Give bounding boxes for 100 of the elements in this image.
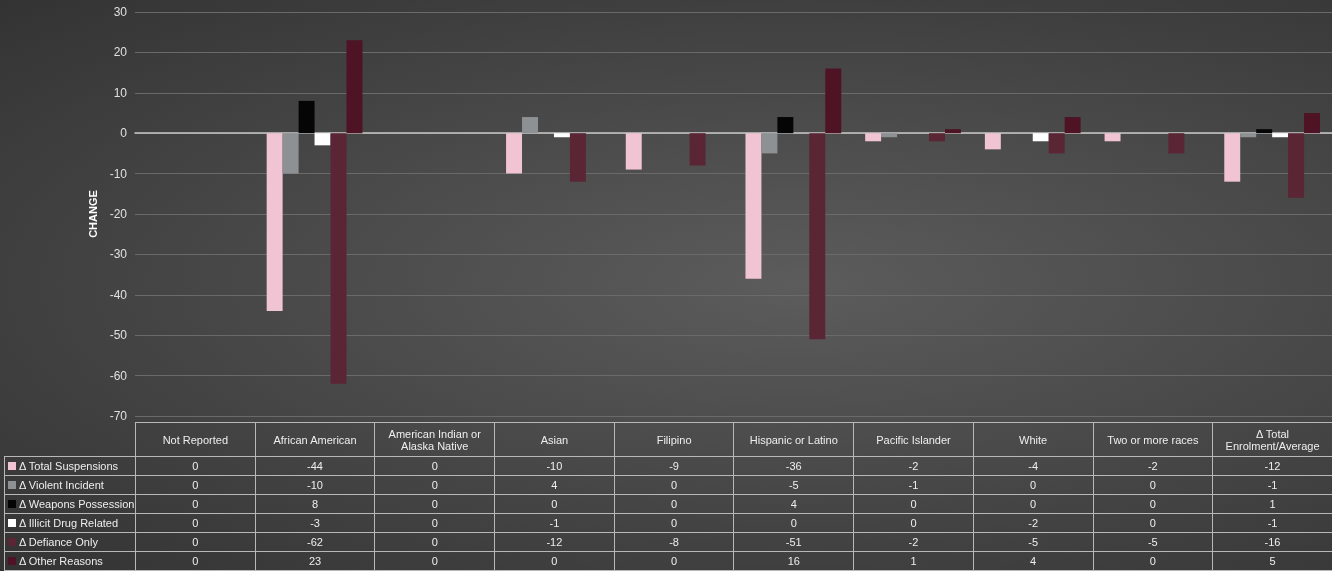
y-tick-label: -40 (109, 287, 128, 302)
data-label: 4 (973, 551, 1093, 571)
data-label: 8 (255, 494, 375, 514)
bar (1256, 129, 1273, 134)
legend-label: Δ Weapons Possession (4, 494, 136, 514)
data-label: -3 (255, 513, 375, 533)
y-tick-label: -20 (109, 207, 128, 221)
data-label: 4 (733, 494, 854, 514)
bar (298, 100, 315, 134)
legend-label: Δ Violent Incident (4, 475, 136, 495)
data-label: 0 (1093, 551, 1213, 571)
data-label: 1 (853, 551, 974, 571)
data-label: 23 (255, 551, 375, 571)
x-tick-label: Δ Total Enrolment/Average (1212, 422, 1332, 457)
bar (881, 133, 898, 138)
legend-label: Δ Other Reasons (4, 551, 136, 571)
data-label: -36 (733, 456, 854, 476)
legend-label: Δ Defiance Only (4, 532, 136, 552)
data-label: 0 (494, 551, 615, 571)
data-label: 0 (135, 456, 256, 476)
data-label: 0 (614, 551, 734, 571)
x-tick-label: African American (255, 422, 375, 457)
bar (1304, 113, 1321, 134)
bar (984, 133, 1001, 150)
data-label: -1 (853, 475, 974, 495)
data-label: -1 (494, 513, 615, 533)
data-label: 0 (853, 513, 974, 533)
bar (266, 133, 283, 311)
bar (553, 133, 570, 138)
data-label: -2 (853, 532, 974, 552)
data-label: -1 (1212, 475, 1332, 495)
data-label: 0 (1093, 475, 1213, 495)
data-label: 0 (733, 513, 854, 533)
data-label: -10 (494, 456, 615, 476)
y-tick-label: 30 (113, 5, 128, 19)
data-label: 0 (135, 513, 256, 533)
y-tick-label: -10 (109, 166, 128, 181)
legend-label: Δ Illicit Drug Related (4, 513, 136, 533)
bar (346, 40, 363, 134)
data-label: -10 (255, 475, 375, 495)
bar (625, 133, 642, 170)
data-label: -2 (973, 513, 1093, 533)
x-tick-label: Pacific Islander (853, 422, 974, 457)
data-label: 0 (374, 456, 495, 476)
data-label: -16 (1212, 532, 1332, 552)
bar (1168, 133, 1185, 154)
bar (1032, 133, 1049, 142)
bar (809, 133, 826, 340)
data-label: 0 (374, 551, 495, 571)
data-label: 0 (135, 532, 256, 552)
data-label: -12 (494, 532, 615, 552)
data-label: -44 (255, 456, 375, 476)
data-label: -4 (973, 456, 1093, 476)
y-tick-label: -70 (109, 409, 128, 423)
bar (1064, 117, 1081, 134)
y-tick-label: 20 (113, 45, 128, 60)
data-label: -9 (614, 456, 734, 476)
data-label: 5 (1212, 551, 1332, 571)
data-label: 1 (1212, 494, 1332, 514)
data-label: -5 (1093, 532, 1213, 552)
data-label: -1 (1212, 513, 1332, 533)
data-label: -12 (1212, 456, 1332, 476)
data-label: 0 (374, 532, 495, 552)
data-label: 0 (1093, 513, 1213, 533)
bar (825, 68, 842, 134)
legend-label: Δ Total Suspensions (4, 456, 136, 476)
bar (1272, 133, 1289, 138)
data-label: 0 (614, 475, 734, 495)
y-tick-label: -60 (109, 368, 128, 383)
bar (569, 133, 586, 182)
y-tick-label: 10 (113, 85, 128, 100)
x-tick-label: American Indian or Alaska Native (374, 422, 495, 457)
bar (1048, 133, 1065, 154)
data-label: 0 (374, 475, 495, 495)
y-axis-title: CHANGE (87, 190, 100, 238)
data-label: -8 (614, 532, 734, 552)
data-label: 0 (374, 513, 495, 533)
data-label: 0 (135, 494, 256, 514)
data-label: -5 (733, 475, 854, 495)
data-label: -2 (853, 456, 974, 476)
x-tick-label: Asian (494, 422, 615, 457)
data-label: 16 (733, 551, 854, 571)
bar (522, 117, 538, 134)
x-tick-label: Hispanic or Latino (733, 422, 854, 457)
bar (689, 133, 706, 166)
y-tick-label: -30 (109, 247, 128, 262)
data-label: -2 (1093, 456, 1213, 476)
data-label: 0 (494, 494, 615, 514)
bar (282, 133, 299, 174)
data-label: 0 (973, 475, 1093, 495)
bar (944, 129, 961, 134)
data-label: 0 (973, 494, 1093, 514)
bar (314, 133, 331, 146)
bar (1240, 133, 1257, 138)
data-label: -62 (255, 532, 375, 552)
bar (865, 133, 882, 142)
bar (777, 117, 794, 134)
bar (1224, 133, 1241, 182)
x-tick-label: Two or more races (1093, 422, 1213, 457)
data-label: 0 (853, 494, 974, 514)
